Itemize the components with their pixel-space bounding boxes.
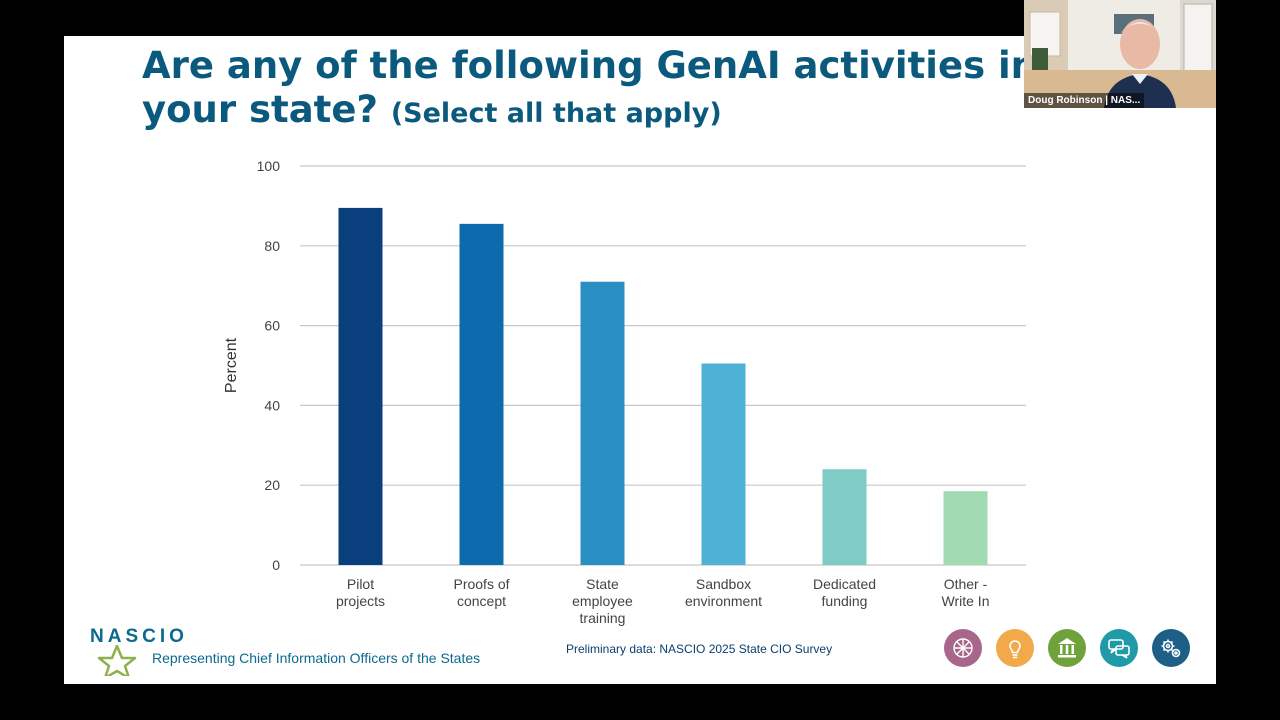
nascio-logo: NASCIO xyxy=(90,626,188,676)
x-tick-label-line: training xyxy=(580,610,626,626)
bar-chart: 0 20 40 60 80 100 Percent Pilot projects Proofs o… xyxy=(223,158,1026,626)
video-thumbnail[interactable]: Doug Robinson | NAS... xyxy=(1024,0,1216,108)
title-line-2: your state? xyxy=(142,88,378,131)
participant-video-feed xyxy=(1024,0,1216,108)
x-tick-label-line: employee xyxy=(572,593,633,609)
bar xyxy=(338,207,383,565)
government-building-icon xyxy=(1048,629,1086,667)
network-icon xyxy=(944,629,982,667)
bar xyxy=(943,491,988,565)
presentation-slide: Are any of the following GenAI activitie… xyxy=(64,36,1216,684)
y-tick-label: 40 xyxy=(264,397,280,413)
y-tick-label: 100 xyxy=(257,158,281,174)
slide-title: Are any of the following GenAI activitie… xyxy=(142,44,1216,136)
x-tick-label-line: Other - xyxy=(944,576,988,592)
x-tick-label-line: Sandbox xyxy=(696,576,751,592)
x-tick-label: Pilot projects xyxy=(336,576,385,609)
x-tick-label: Proofs of concept xyxy=(453,576,509,609)
bar xyxy=(580,281,625,565)
title-subtitle: (Select all that apply) xyxy=(390,98,722,129)
star-icon xyxy=(97,644,137,676)
gears-icon xyxy=(1152,629,1190,667)
x-tick-label: Other -Write In xyxy=(942,576,990,609)
x-tick-label: State employee training xyxy=(572,576,633,626)
y-tick-label: 60 xyxy=(264,318,280,334)
x-tick-label-line: environment xyxy=(685,593,762,609)
x-tick-label-line: Pilot xyxy=(347,576,374,592)
nascio-logo-text: NASCIO xyxy=(90,626,188,647)
bar xyxy=(701,363,746,565)
data-source-note: Preliminary data: NASCIO 2025 State CIO … xyxy=(566,642,833,656)
bar xyxy=(822,469,867,565)
y-tick-label: 80 xyxy=(264,238,280,254)
chat-bubbles-icon xyxy=(1100,629,1138,667)
x-tick-label: Dedicated funding xyxy=(813,576,876,609)
x-tick-label-line: projects xyxy=(336,593,385,609)
y-tick-label: 20 xyxy=(264,477,280,493)
title-line-1: Are any of the following GenAI activitie… xyxy=(142,44,1115,87)
nascio-tagline: Representing Chief Information Officers … xyxy=(152,650,481,666)
x-tick-label-line: Proofs of xyxy=(453,576,509,592)
bar xyxy=(459,223,504,566)
participant-name-label: Doug Robinson | NAS... xyxy=(1024,93,1144,108)
x-tick-label-line: concept xyxy=(457,593,506,609)
x-tick-label-line: State xyxy=(586,576,619,592)
x-tick-label-line: Write In xyxy=(942,593,990,609)
lightbulb-icon xyxy=(996,629,1034,667)
x-tick-label: Sandbox environment xyxy=(685,576,762,609)
y-axis-label: Percent xyxy=(223,337,240,393)
y-tick-label: 0 xyxy=(272,557,280,573)
x-tick-label-line: funding xyxy=(822,593,868,609)
x-tick-label-line: Dedicated xyxy=(813,576,876,592)
